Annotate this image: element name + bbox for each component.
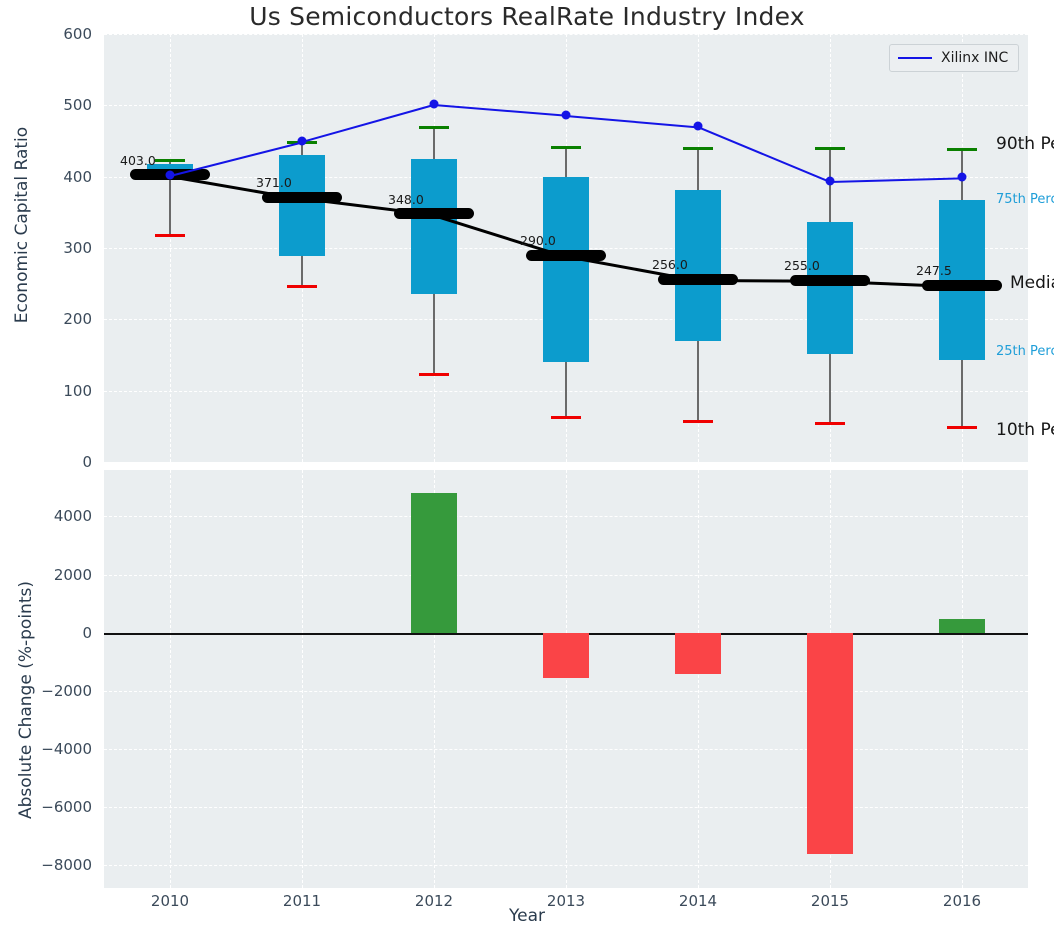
series-data-point[interactable]	[957, 172, 967, 182]
p90-cap	[155, 158, 185, 162]
median-value-label: 348.0	[388, 191, 424, 207]
gridline-vertical	[962, 470, 963, 888]
median-value-label: 403.0	[120, 152, 156, 168]
x-axis-tick-label: 2010	[150, 892, 190, 910]
x-axis-label: Year	[509, 906, 545, 926]
y-axis-tick-label: 2000	[53, 565, 92, 584]
annotation-10th-percentile: 10th Percentile	[996, 419, 1054, 440]
series-data-point[interactable]	[429, 99, 439, 109]
boxplot-box	[279, 154, 325, 256]
change-bar-panel	[104, 470, 1028, 888]
annotation-median: Median	[1010, 273, 1054, 294]
p90-cap	[815, 147, 845, 151]
series-data-point[interactable]	[297, 136, 307, 146]
y-axis-tick-label: 200	[63, 310, 92, 329]
legend-label: Xilinx INC	[941, 50, 1009, 66]
y-axis-tick-label: 300	[63, 239, 92, 257]
series-line-segment	[697, 126, 830, 183]
series-data-point[interactable]	[561, 110, 571, 120]
y-axis-tick-label: −4000	[41, 739, 92, 758]
x-axis-tick-label: 2015	[810, 892, 850, 910]
change-bar-negative	[543, 632, 589, 678]
y-axis-tick-label: 0	[82, 623, 92, 642]
boxplot-box	[411, 158, 457, 295]
p90-cap	[947, 148, 977, 152]
change-bar-negative	[807, 632, 853, 854]
p10-cap	[683, 419, 713, 423]
series-line-segment	[565, 114, 698, 128]
gridline-vertical	[170, 470, 171, 888]
y-axis-tick-label: 0	[82, 453, 92, 471]
series-line-segment	[433, 103, 566, 117]
median-value-label: 255.0	[784, 258, 820, 274]
median-value-label: 247.5	[916, 263, 952, 279]
y-axis-tick-label: 600	[63, 25, 92, 43]
p10-cap	[551, 416, 581, 420]
p10-cap	[815, 422, 845, 426]
median-value-label: 290.0	[520, 233, 556, 249]
median-marker	[922, 279, 1002, 291]
p10-cap	[155, 233, 185, 237]
gridline-horizontal	[104, 462, 1028, 463]
gridline-vertical	[698, 470, 699, 888]
change-bar-positive	[411, 492, 457, 633]
boxplot-box	[675, 190, 721, 341]
x-axis-tick-label: 2011	[282, 892, 322, 910]
y-axis-tick-label: −2000	[41, 681, 92, 700]
x-axis-tick-label: 2016	[942, 892, 982, 910]
gridline-vertical	[434, 470, 435, 888]
chart-title: Us Semiconductors RealRate Industry Inde…	[249, 2, 805, 31]
x-axis-tick-label: 2013	[546, 892, 586, 910]
series-line-segment	[302, 103, 435, 143]
median-marker	[394, 208, 474, 220]
p90-cap	[551, 145, 581, 149]
p90-cap	[683, 147, 713, 151]
median-value-label: 371.0	[256, 175, 292, 191]
y-axis-tick-label: 400	[63, 167, 92, 186]
p10-cap	[419, 372, 449, 376]
annotation-90th-percentile: 90th Percentile	[996, 134, 1054, 155]
legend[interactable]: Xilinx INC	[889, 44, 1020, 72]
annotation-25th-percentile: 25th Percentile	[996, 343, 1054, 359]
p10-cap	[287, 285, 317, 289]
p10-cap	[947, 425, 977, 429]
boxplot-whisker	[169, 158, 171, 234]
x-axis-tick-label: 2014	[678, 892, 718, 910]
gridline-vertical	[170, 34, 171, 462]
legend-line-swatch	[898, 57, 932, 59]
y-axis-tick-label: −6000	[41, 797, 92, 816]
series-data-point[interactable]	[165, 170, 175, 180]
x-axis-tick-label: 2012	[414, 892, 454, 910]
change-bar-negative	[675, 632, 721, 675]
p90-cap	[419, 126, 449, 130]
median-marker	[658, 273, 738, 285]
median-marker	[262, 191, 342, 203]
series-data-point[interactable]	[825, 176, 835, 186]
boxplot-box	[807, 221, 853, 355]
median-marker	[526, 249, 606, 261]
gridline-vertical	[566, 470, 567, 888]
series-line-segment	[830, 177, 963, 183]
series-data-point[interactable]	[693, 121, 703, 131]
change-bar-positive	[939, 619, 985, 633]
y-axis-tick-label: 500	[63, 96, 92, 115]
median-value-label: 256.0	[652, 257, 688, 273]
gridline-vertical	[302, 470, 303, 888]
y-axis-tick-label: 100	[63, 381, 92, 400]
y-axis-tick-label: −8000	[41, 855, 92, 874]
boxplot-box	[543, 177, 589, 363]
median-marker	[790, 274, 870, 286]
annotation-75th-percentile: 75th Percentile	[996, 192, 1054, 208]
y-axis-tick-label: 4000	[53, 507, 92, 526]
